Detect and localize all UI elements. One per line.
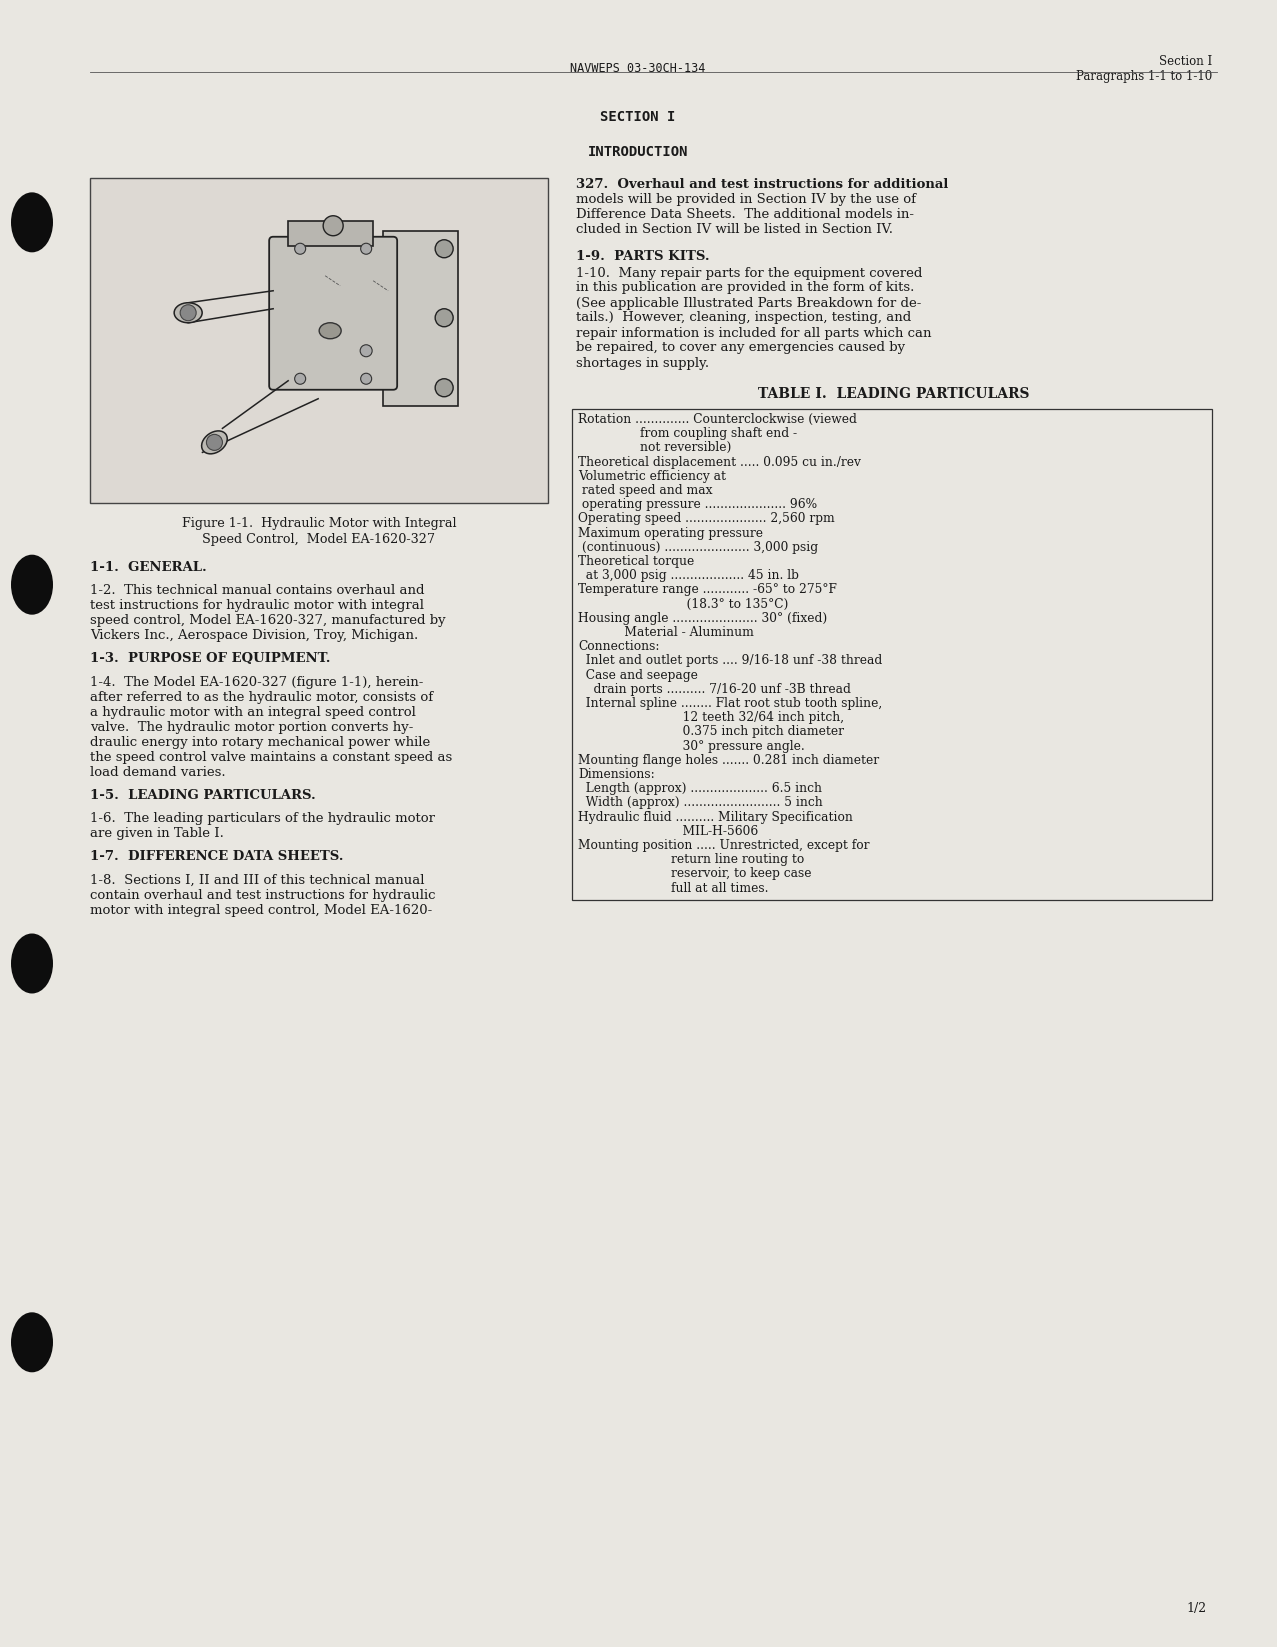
Text: 30° pressure angle.: 30° pressure angle.: [578, 740, 805, 753]
Text: motor with integral speed control, Model EA-1620-: motor with integral speed control, Model…: [89, 904, 432, 917]
Text: TABLE I.  LEADING PARTICULARS: TABLE I. LEADING PARTICULARS: [759, 387, 1029, 400]
Circle shape: [360, 244, 372, 254]
Text: INTRODUCTION: INTRODUCTION: [587, 145, 688, 160]
Text: Operating speed ..................... 2,560 rpm: Operating speed ..................... 2,…: [578, 512, 835, 525]
Text: 1-3.  PURPOSE OF EQUIPMENT.: 1-3. PURPOSE OF EQUIPMENT.: [89, 652, 331, 665]
Text: (See applicable Illustrated Parts Breakdown for de-: (See applicable Illustrated Parts Breakd…: [576, 296, 922, 310]
Text: drain ports .......... 7/16-20 unf -3B thread: drain ports .......... 7/16-20 unf -3B t…: [578, 684, 850, 695]
Circle shape: [207, 435, 222, 450]
Circle shape: [360, 344, 372, 357]
Text: operating pressure ..................... 96%: operating pressure .....................…: [578, 497, 817, 511]
Circle shape: [323, 216, 344, 236]
Text: Theoretical torque: Theoretical torque: [578, 555, 695, 568]
Text: Maximum operating pressure: Maximum operating pressure: [578, 527, 762, 540]
Text: 1-4.  The Model EA-1620-327 (figure 1-1), herein-: 1-4. The Model EA-1620-327 (figure 1-1),…: [89, 675, 424, 688]
Text: be repaired, to cover any emergencies caused by: be repaired, to cover any emergencies ca…: [576, 341, 905, 354]
Text: Volumetric efficiency at: Volumetric efficiency at: [578, 469, 727, 483]
Text: MIL-H-5606: MIL-H-5606: [578, 825, 759, 838]
Text: return line routing to: return line routing to: [578, 853, 805, 866]
Text: models will be provided in Section IV by the use of: models will be provided in Section IV by…: [576, 193, 916, 206]
Text: Mounting flange holes ....... 0.281 inch diameter: Mounting flange holes ....... 0.281 inch…: [578, 754, 879, 768]
Text: in this publication are provided in the form of kits.: in this publication are provided in the …: [576, 282, 914, 295]
Bar: [383, 231, 458, 405]
Text: Housing angle ...................... 30° (fixed): Housing angle ...................... 30°…: [578, 611, 827, 624]
Text: rated speed and max: rated speed and max: [578, 484, 713, 497]
Text: Vickers Inc., Aerospace Division, Troy, Michigan.: Vickers Inc., Aerospace Division, Troy, …: [89, 629, 419, 642]
Text: a hydraulic motor with an integral speed control: a hydraulic motor with an integral speed…: [89, 707, 416, 718]
Bar: [289, 221, 373, 245]
Text: 1-6.  The leading particulars of the hydraulic motor: 1-6. The leading particulars of the hydr…: [89, 812, 435, 825]
Text: shortages in supply.: shortages in supply.: [576, 356, 709, 369]
Text: Hydraulic fluid .......... Military Specification: Hydraulic fluid .......... Military Spec…: [578, 810, 853, 824]
Text: 1-9.  PARTS KITS.: 1-9. PARTS KITS.: [576, 250, 710, 264]
Ellipse shape: [319, 323, 341, 339]
Ellipse shape: [11, 555, 54, 614]
Text: after referred to as the hydraulic motor, consists of: after referred to as the hydraulic motor…: [89, 690, 433, 703]
Circle shape: [435, 379, 453, 397]
Text: Section I: Section I: [1158, 54, 1212, 68]
Circle shape: [360, 374, 372, 384]
Bar: [572, 408, 1212, 899]
Text: 12 teeth 32/64 inch pitch,: 12 teeth 32/64 inch pitch,: [578, 712, 844, 725]
Text: from coupling shaft end -: from coupling shaft end -: [578, 427, 797, 440]
Text: not reversible): not reversible): [578, 441, 732, 455]
Text: cluded in Section IV will be listed in Section IV.: cluded in Section IV will be listed in S…: [576, 222, 893, 236]
FancyBboxPatch shape: [269, 237, 397, 390]
Ellipse shape: [202, 432, 227, 455]
Text: full at all times.: full at all times.: [578, 881, 769, 894]
Text: 1-5.  LEADING PARTICULARS.: 1-5. LEADING PARTICULARS.: [89, 789, 315, 802]
Text: valve.  The hydraulic motor portion converts hy-: valve. The hydraulic motor portion conve…: [89, 721, 414, 735]
Text: Material - Aluminum: Material - Aluminum: [578, 626, 753, 639]
Text: draulic energy into rotary mechanical power while: draulic energy into rotary mechanical po…: [89, 736, 430, 749]
Text: speed control, Model EA-1620-327, manufactured by: speed control, Model EA-1620-327, manufa…: [89, 614, 446, 628]
Text: Inlet and outlet ports .... 9/16-18 unf -38 thread: Inlet and outlet ports .... 9/16-18 unf …: [578, 654, 882, 667]
Text: (18.3° to 135°C): (18.3° to 135°C): [578, 598, 788, 611]
Text: 327.  Overhaul and test instructions for additional: 327. Overhaul and test instructions for …: [576, 178, 949, 191]
Text: Paragraphs 1-1 to 1-10: Paragraphs 1-1 to 1-10: [1075, 71, 1212, 82]
Text: Case and seepage: Case and seepage: [578, 669, 697, 682]
Ellipse shape: [174, 303, 202, 323]
Text: Length (approx) .................... 6.5 inch: Length (approx) .................... 6.5…: [578, 782, 822, 796]
Text: Figure 1-1.  Hydraulic Motor with Integral: Figure 1-1. Hydraulic Motor with Integra…: [181, 517, 456, 530]
Text: Rotation .............. Counterclockwise (viewed: Rotation .............. Counterclockwise…: [578, 413, 857, 427]
Text: 1-1.  GENERAL.: 1-1. GENERAL.: [89, 562, 207, 575]
Text: Internal spline ........ Flat root stub tooth spline,: Internal spline ........ Flat root stub …: [578, 697, 882, 710]
Text: Temperature range ............ -65° to 275°F: Temperature range ............ -65° to 2…: [578, 583, 836, 596]
Text: 1/2: 1/2: [1186, 1603, 1207, 1616]
Text: reservoir, to keep case: reservoir, to keep case: [578, 868, 811, 881]
Text: load demand varies.: load demand varies.: [89, 766, 226, 779]
Text: NAVWEPS 03-30CH-134: NAVWEPS 03-30CH-134: [571, 63, 706, 76]
Text: repair information is included for all parts which can: repair information is included for all p…: [576, 326, 931, 339]
Text: tails.)  However, cleaning, inspection, testing, and: tails.) However, cleaning, inspection, t…: [576, 311, 912, 324]
Text: 1-7.  DIFFERENCE DATA SHEETS.: 1-7. DIFFERENCE DATA SHEETS.: [89, 850, 344, 863]
Bar: [89, 178, 548, 502]
Text: test instructions for hydraulic motor with integral: test instructions for hydraulic motor wi…: [89, 600, 424, 613]
Circle shape: [295, 374, 305, 384]
Circle shape: [435, 240, 453, 257]
Text: Dimensions:: Dimensions:: [578, 768, 655, 781]
Text: SECTION I: SECTION I: [600, 110, 676, 124]
Text: 1-10.  Many repair parts for the equipment covered: 1-10. Many repair parts for the equipmen…: [576, 267, 922, 280]
Text: 0.375 inch pitch diameter: 0.375 inch pitch diameter: [578, 725, 844, 738]
Circle shape: [435, 308, 453, 326]
Text: the speed control valve maintains a constant speed as: the speed control valve maintains a cons…: [89, 751, 452, 764]
Text: Connections:: Connections:: [578, 641, 659, 654]
Circle shape: [180, 305, 197, 321]
Circle shape: [295, 244, 305, 254]
Ellipse shape: [11, 193, 54, 252]
Text: at 3,000 psig ................... 45 in. lb: at 3,000 psig ................... 45 in.…: [578, 570, 799, 581]
Ellipse shape: [11, 1313, 54, 1372]
Text: 1-8.  Sections I, II and III of this technical manual: 1-8. Sections I, II and III of this tech…: [89, 875, 424, 886]
Text: contain overhaul and test instructions for hydraulic: contain overhaul and test instructions f…: [89, 889, 435, 903]
Text: Theoretical displacement ..... 0.095 cu in./rev: Theoretical displacement ..... 0.095 cu …: [578, 456, 861, 469]
Text: Speed Control,  Model EA-1620-327: Speed Control, Model EA-1620-327: [203, 534, 435, 547]
Text: Difference Data Sheets.  The additional models in-: Difference Data Sheets. The additional m…: [576, 208, 914, 221]
Text: 1-2.  This technical manual contains overhaul and: 1-2. This technical manual contains over…: [89, 585, 424, 598]
Ellipse shape: [11, 934, 54, 993]
Text: Width (approx) ......................... 5 inch: Width (approx) .........................…: [578, 797, 822, 809]
Text: (continuous) ...................... 3,000 psig: (continuous) ...................... 3,00…: [578, 540, 819, 553]
Text: Mounting position ..... Unrestricted, except for: Mounting position ..... Unrestricted, ex…: [578, 838, 870, 851]
Text: are given in Table I.: are given in Table I.: [89, 827, 223, 840]
